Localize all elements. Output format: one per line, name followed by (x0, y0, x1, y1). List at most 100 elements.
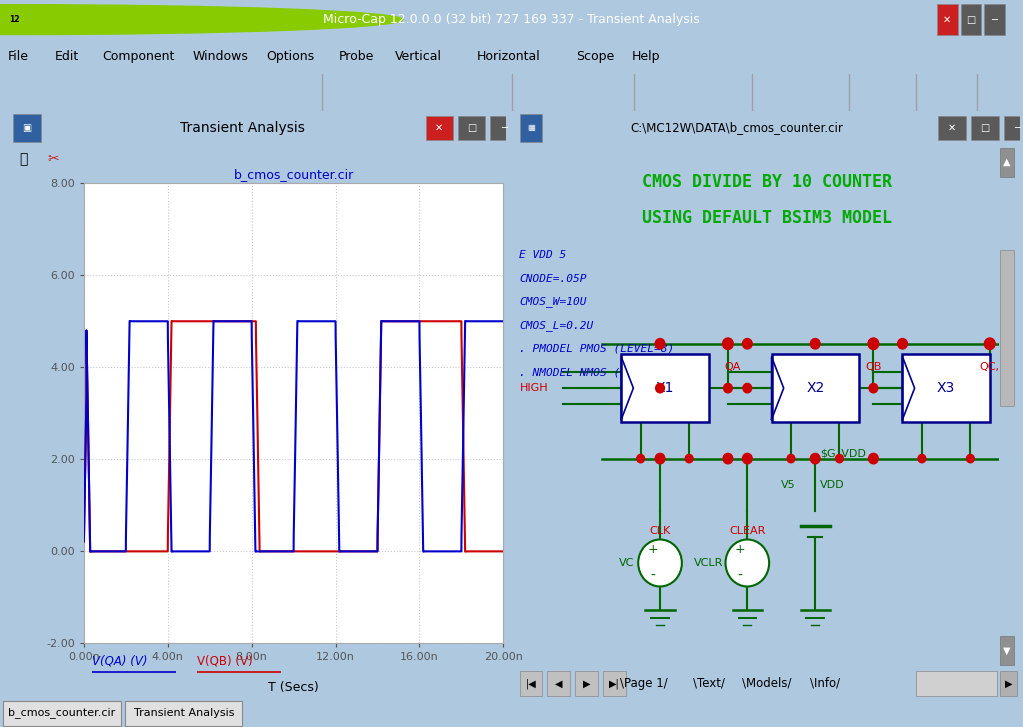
Circle shape (656, 383, 664, 393)
Text: File: File (8, 50, 30, 63)
Bar (917, 670, 997, 696)
Text: E VDD 5: E VDD 5 (520, 250, 567, 260)
Text: Micro-Cap 12.0.0.0 (32 bit) 727 169 337 - Transient Analysis: Micro-Cap 12.0.0.0 (32 bit) 727 169 337 … (323, 13, 700, 26)
Text: CMOS_L=0.2U: CMOS_L=0.2U (520, 320, 593, 331)
Text: VC: VC (619, 558, 634, 568)
Text: Transient Analysis: Transient Analysis (134, 707, 234, 718)
Text: Horizontal: Horizontal (477, 50, 540, 63)
Text: V5: V5 (782, 480, 796, 490)
Text: ▼: ▼ (1004, 646, 1011, 656)
Text: ✕: ✕ (435, 123, 443, 133)
Text: ─: ─ (1015, 123, 1020, 133)
Text: Options: Options (266, 50, 314, 63)
Circle shape (869, 338, 879, 350)
Circle shape (722, 338, 733, 350)
Text: Component: Component (102, 50, 175, 63)
Text: ✕: ✕ (947, 123, 955, 133)
Text: V(QB) (V): V(QB) (V) (197, 654, 253, 667)
Text: X2: X2 (806, 381, 825, 395)
Bar (426, 116, 453, 140)
Bar (547, 670, 570, 696)
Bar (902, 354, 990, 422)
Bar (1004, 116, 1023, 140)
Text: b_cmos_counter.cir: b_cmos_counter.cir (8, 707, 115, 718)
Text: T (Secs): T (Secs) (268, 680, 319, 694)
Text: ✕: ✕ (943, 15, 951, 25)
Text: ─: ─ (501, 123, 506, 133)
Bar (1000, 636, 1014, 664)
Circle shape (985, 339, 994, 349)
Circle shape (810, 454, 820, 464)
Bar (458, 116, 486, 140)
Circle shape (836, 454, 843, 463)
Bar (621, 354, 709, 422)
Circle shape (967, 454, 974, 463)
Text: X1: X1 (656, 381, 674, 395)
Text: Help: Help (632, 50, 660, 63)
Circle shape (636, 454, 644, 463)
Circle shape (743, 454, 752, 464)
Bar (961, 4, 981, 36)
Bar (937, 4, 958, 36)
Circle shape (655, 454, 665, 464)
Text: ▶: ▶ (1005, 678, 1013, 688)
Circle shape (918, 454, 926, 463)
Text: HIGH: HIGH (520, 383, 548, 393)
Bar (13, 114, 41, 142)
Bar (3, 701, 121, 726)
Circle shape (897, 339, 907, 349)
Text: . PMODEL PMOS (LEVEL=8): . PMODEL PMOS (LEVEL=8) (520, 344, 674, 354)
Text: CMOS DIVIDE BY 10 COUNTER: CMOS DIVIDE BY 10 COUNTER (641, 173, 892, 191)
Circle shape (984, 338, 995, 350)
Text: ─: ─ (991, 15, 997, 25)
Text: VDD: VDD (820, 480, 845, 490)
Text: ▲: ▲ (1004, 157, 1011, 167)
Text: Transient Analysis: Transient Analysis (180, 121, 305, 135)
Text: 12: 12 (9, 15, 19, 24)
Bar (520, 670, 542, 696)
Bar (603, 670, 626, 696)
Text: +: + (735, 544, 746, 556)
Text: $G_VDD: $G_VDD (820, 448, 865, 459)
Text: X3: X3 (937, 381, 955, 395)
Text: Probe: Probe (340, 50, 374, 63)
Text: . NMODEL NMOS (LEVEL=8): . NMODEL NMOS (LEVEL=8) (520, 367, 674, 377)
Text: ✋: ✋ (19, 152, 28, 166)
Text: CMOS_W=10U: CMOS_W=10U (520, 297, 587, 308)
Text: ◀: ◀ (554, 678, 563, 688)
Text: V(QA) (V): V(QA) (V) (92, 654, 147, 667)
Circle shape (685, 454, 693, 463)
Bar (999, 670, 1018, 696)
Bar (984, 4, 1005, 36)
Text: \Models/: \Models/ (743, 677, 792, 690)
Text: |◀: |◀ (526, 678, 536, 688)
Text: Edit: Edit (55, 50, 80, 63)
Text: □: □ (980, 123, 989, 133)
Circle shape (743, 339, 752, 349)
Text: CNODE=.05P: CNODE=.05P (520, 273, 587, 284)
Circle shape (723, 454, 732, 464)
Bar (971, 116, 998, 140)
Text: -: - (738, 569, 743, 583)
Text: ✂: ✂ (47, 152, 59, 166)
Text: Scope: Scope (576, 50, 614, 63)
Text: QA: QA (724, 363, 741, 372)
Bar (125, 701, 242, 726)
Text: □: □ (966, 15, 976, 25)
Bar (771, 354, 859, 422)
Text: QC,: QC, (980, 363, 999, 372)
Circle shape (723, 339, 732, 349)
Bar (520, 114, 542, 142)
Text: Vertical: Vertical (395, 50, 442, 63)
Circle shape (0, 4, 403, 35)
Circle shape (638, 539, 682, 587)
Text: ▶: ▶ (582, 678, 590, 688)
Text: □: □ (466, 123, 476, 133)
Text: +: + (648, 544, 658, 556)
Circle shape (743, 383, 752, 393)
Text: \Page 1/: \Page 1/ (620, 677, 667, 690)
Circle shape (869, 339, 878, 349)
Text: C:\MC12W\DATA\b_cmos_counter.cir: C:\MC12W\DATA\b_cmos_counter.cir (630, 121, 843, 134)
Circle shape (655, 339, 665, 349)
Text: -: - (651, 569, 655, 583)
